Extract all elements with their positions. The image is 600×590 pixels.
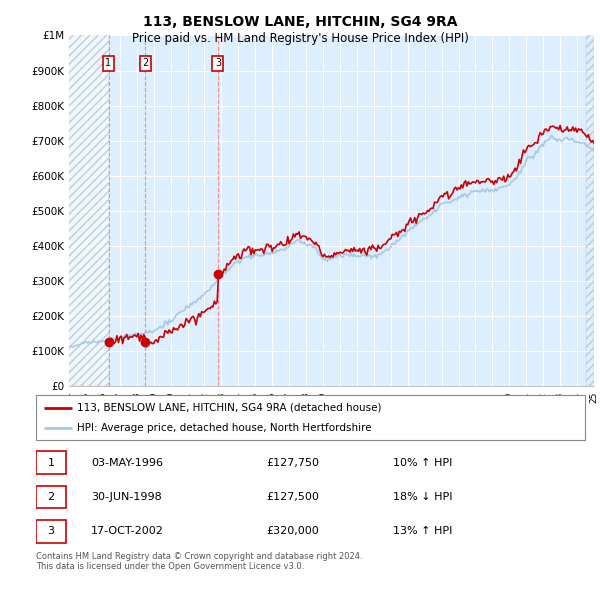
FancyBboxPatch shape bbox=[36, 520, 66, 543]
Text: 3: 3 bbox=[47, 526, 55, 536]
Text: 17-OCT-2002: 17-OCT-2002 bbox=[91, 526, 164, 536]
Bar bbox=[69, 35, 109, 386]
Text: £320,000: £320,000 bbox=[266, 526, 319, 536]
Text: HPI: Average price, detached house, North Hertfordshire: HPI: Average price, detached house, Nort… bbox=[77, 424, 372, 434]
Text: 1: 1 bbox=[47, 458, 55, 468]
Text: £127,750: £127,750 bbox=[266, 458, 320, 468]
Text: 18% ↓ HPI: 18% ↓ HPI bbox=[393, 492, 452, 502]
Text: 10% ↑ HPI: 10% ↑ HPI bbox=[393, 458, 452, 468]
Text: 30-JUN-1998: 30-JUN-1998 bbox=[91, 492, 161, 502]
Text: 113, BENSLOW LANE, HITCHIN, SG4 9RA (detached house): 113, BENSLOW LANE, HITCHIN, SG4 9RA (det… bbox=[77, 403, 382, 412]
Text: 2: 2 bbox=[142, 58, 148, 68]
Text: £127,500: £127,500 bbox=[266, 492, 319, 502]
Text: 1: 1 bbox=[106, 58, 112, 68]
Text: 113, BENSLOW LANE, HITCHIN, SG4 9RA: 113, BENSLOW LANE, HITCHIN, SG4 9RA bbox=[143, 15, 457, 29]
Text: 13% ↑ HPI: 13% ↑ HPI bbox=[393, 526, 452, 536]
Text: 2: 2 bbox=[47, 492, 55, 502]
FancyBboxPatch shape bbox=[36, 486, 66, 508]
Text: 3: 3 bbox=[215, 58, 221, 68]
FancyBboxPatch shape bbox=[36, 395, 585, 440]
FancyBboxPatch shape bbox=[36, 451, 66, 474]
Text: 03-MAY-1996: 03-MAY-1996 bbox=[91, 458, 163, 468]
Text: Contains HM Land Registry data © Crown copyright and database right 2024.
This d: Contains HM Land Registry data © Crown c… bbox=[36, 552, 362, 571]
Text: Price paid vs. HM Land Registry's House Price Index (HPI): Price paid vs. HM Land Registry's House … bbox=[131, 32, 469, 45]
